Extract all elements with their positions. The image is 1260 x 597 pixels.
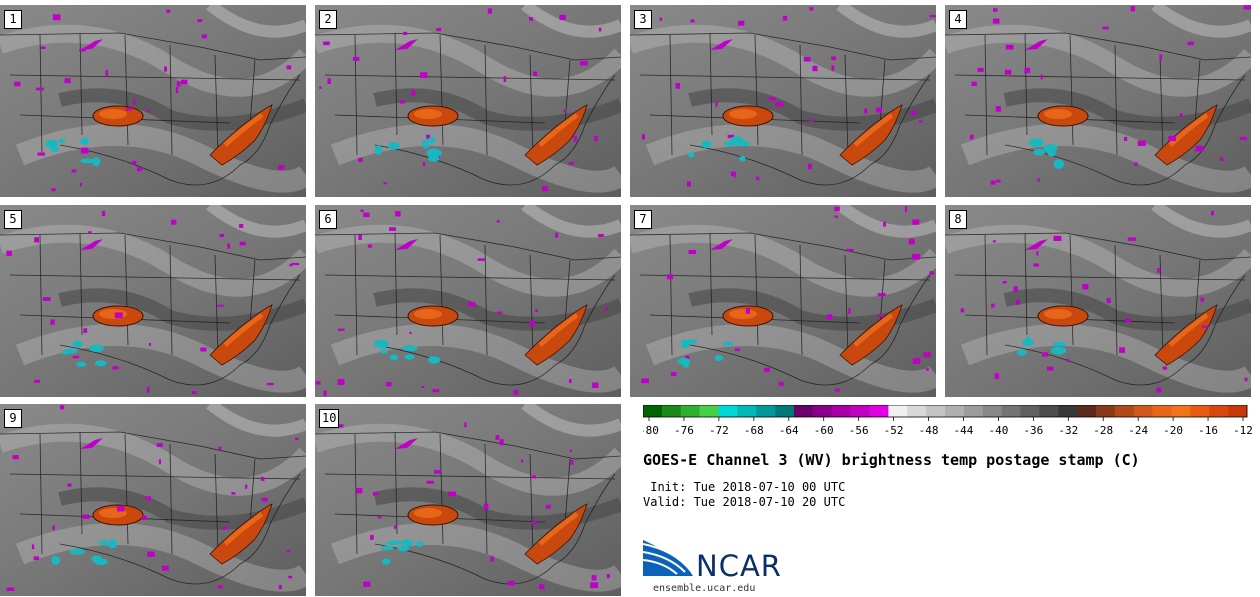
logo-wordmark: NCAR	[696, 549, 782, 583]
stamp-member-3: 3	[630, 5, 936, 197]
colorbar-tick-label: -64	[779, 424, 799, 437]
colorbar-swatch	[661, 405, 682, 417]
stamp-member-2: 2	[315, 5, 621, 197]
colorbar: -80 -76 -72 -68 -64 -60 -56 -52 -48 -44 -40 -36 -32 -…	[643, 405, 1253, 437]
stamp-number-label: 10	[319, 409, 340, 428]
colorbar-tick-label: -68	[744, 424, 764, 437]
colorbar-tick-label: -52	[884, 424, 904, 437]
wv-field-map	[945, 5, 1251, 197]
colorbar-swatch	[756, 405, 776, 417]
colorbar-swatch	[982, 405, 1002, 417]
stamp-number-label: 5	[4, 210, 22, 229]
colorbar-swatch	[1077, 405, 1097, 417]
valid-time: Valid: Tue 2018-07-10 20 UTC	[643, 495, 846, 509]
colorbar-tick-label: -40	[988, 424, 1008, 437]
wv-field-map	[315, 404, 621, 596]
colorbar-swatch	[850, 405, 870, 417]
stamp-number-label: 4	[949, 10, 967, 29]
colorbar-swatch	[831, 405, 851, 417]
colorbar-swatch	[1209, 405, 1229, 417]
colorbar-tick-label: -44	[954, 424, 974, 437]
wv-field-map	[0, 5, 306, 197]
colorbar-frame	[643, 405, 1248, 418]
colorbar-swatch	[812, 405, 833, 417]
wv-field-map	[315, 205, 621, 397]
ncar-logo	[643, 540, 693, 576]
stamp-member-8: 8	[945, 205, 1251, 397]
colorbar-swatch	[926, 405, 946, 417]
wv-field-map	[630, 5, 936, 197]
colorbar-tick-label: -32	[1058, 424, 1078, 437]
colorbar-tick-label: -24	[1128, 424, 1148, 437]
colorbar-swatch	[1001, 405, 1021, 417]
colorbar-tick-label: -76	[674, 424, 694, 437]
wv-field-map	[945, 205, 1251, 397]
colorbar-swatch	[1171, 405, 1191, 417]
figure-title: GOES-E Channel 3 (WV) brightness temp po…	[643, 451, 1140, 469]
colorbar-tick-label: -36	[1023, 424, 1043, 437]
wv-field-map	[0, 404, 306, 596]
stamp-number-label: 1	[4, 10, 22, 29]
colorbar-swatch	[718, 405, 738, 417]
stamp-number-label: 6	[319, 210, 337, 229]
colorbar-swatch	[1039, 405, 1059, 417]
colorbar-swatch	[888, 405, 908, 417]
colorbar-swatch	[907, 405, 927, 417]
colorbar-swatch	[680, 405, 700, 417]
colorbar-swatch	[1152, 405, 1172, 417]
colorbar-tick-label: -16	[1198, 424, 1218, 437]
stamp-number-label: 3	[634, 10, 652, 29]
colorbar-tick-label: -60	[814, 424, 834, 437]
stamp-member-1: 1	[0, 5, 306, 197]
colorbar-swatch	[963, 405, 984, 417]
stamp-number-label: 8	[949, 210, 967, 229]
colorbar-swatch	[1058, 405, 1078, 417]
colorbar-swatch	[1133, 405, 1153, 417]
colorbar-tick-label: -28	[1093, 424, 1113, 437]
stamp-member-5: 5	[0, 205, 306, 397]
colorbar-tick-label: -56	[849, 424, 869, 437]
stamp-number-label: 2	[319, 10, 337, 29]
stamp-member-10: 10	[315, 404, 621, 596]
stamp-member-7: 7	[630, 205, 936, 397]
colorbar-swatch	[1114, 405, 1135, 417]
colorbar-tick-label: -72	[709, 424, 729, 437]
colorbar-tick-label: -12	[1233, 424, 1253, 437]
colorbar-swatch	[775, 405, 795, 417]
colorbar-swatch	[1096, 405, 1116, 417]
colorbar-swatch	[945, 405, 965, 417]
colorbar-swatch	[643, 405, 663, 417]
colorbar-swatch	[699, 405, 719, 417]
wv-field-map	[0, 205, 306, 397]
stamp-member-9: 9	[0, 404, 306, 596]
wv-field-map	[315, 5, 621, 197]
colorbar-swatch	[737, 405, 757, 417]
site-url: ensemble.ucar.edu	[653, 583, 756, 594]
stamp-member-4: 4	[945, 5, 1251, 197]
colorbar-swatch	[1020, 405, 1040, 417]
colorbar-swatch	[1228, 405, 1248, 417]
colorbar-tick-label: -20	[1163, 424, 1183, 437]
colorbar-swatch	[1190, 405, 1210, 417]
colorbar-tick-label: -80	[643, 424, 659, 437]
stamp-number-label: 7	[634, 210, 652, 229]
init-time: Init: Tue 2018-07-10 00 UTC	[643, 480, 846, 494]
stamp-number-label: 9	[4, 409, 22, 428]
wv-field-map	[630, 205, 936, 397]
stamp-member-6: 6	[315, 205, 621, 397]
colorbar-swatch	[869, 405, 889, 417]
colorbar-swatch	[794, 405, 814, 417]
colorbar-tick-label: -48	[919, 424, 939, 437]
